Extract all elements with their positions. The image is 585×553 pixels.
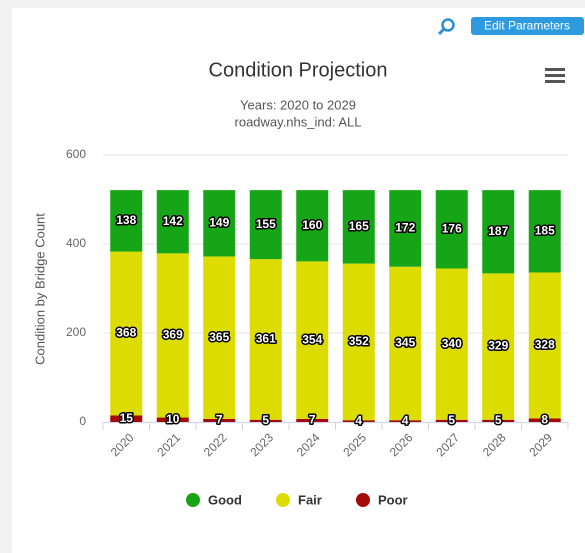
subtitle: Years: 2020 to 2029 <box>240 97 356 112</box>
data-label: 5 <box>262 413 269 427</box>
edit-button-label[interactable]: Edit Parameters <box>484 19 570 33</box>
bar-segment <box>249 190 282 260</box>
data-label: 340 <box>442 336 462 350</box>
data-label: 176 <box>442 221 462 235</box>
data-label: 369 <box>163 328 183 342</box>
data-label: 361 <box>256 332 276 346</box>
bar-segment <box>296 418 329 422</box>
bar-segment <box>389 420 422 422</box>
subtitle: roadway.nhs_ind: ALL <box>235 114 362 129</box>
bar-segment <box>435 268 468 420</box>
data-label: 172 <box>395 221 415 235</box>
bar-segment <box>110 190 143 252</box>
y-tick-label: 0 <box>79 414 86 428</box>
data-label: 138 <box>116 213 136 227</box>
data-label: 149 <box>209 215 229 229</box>
data-label: 345 <box>395 336 415 350</box>
data-label: 15 <box>120 411 134 425</box>
legend-label: Good <box>208 492 242 507</box>
y-tick-label: 200 <box>66 325 86 339</box>
bar-segment <box>342 420 375 422</box>
data-label: 365 <box>209 330 229 344</box>
legend-item[interactable]: Fair <box>276 492 322 507</box>
bar-segment <box>435 419 468 422</box>
data-label: 160 <box>302 218 322 232</box>
y-tick-label: 600 <box>66 147 86 161</box>
data-label: 5 <box>448 413 455 427</box>
bar-segment <box>203 190 236 257</box>
chart-title: Condition Projection <box>209 59 388 81</box>
bar-segment <box>249 259 282 420</box>
bar-segment <box>435 190 468 269</box>
menu-icon[interactable] <box>545 68 565 83</box>
legend-label: Fair <box>298 492 322 507</box>
bar-segment <box>528 418 561 422</box>
bar-segment <box>296 261 329 419</box>
bar-segment <box>156 253 189 418</box>
data-label: 368 <box>116 326 136 340</box>
legend-swatch <box>186 493 200 507</box>
y-axis-title: Condition by Bridge Count <box>32 213 47 365</box>
data-label: 187 <box>488 224 508 238</box>
data-label: 352 <box>349 334 369 348</box>
data-label: 185 <box>535 223 555 237</box>
edit-button[interactable] <box>471 17 584 35</box>
data-label: 5 <box>495 413 502 427</box>
bar-segment <box>482 273 515 420</box>
data-label: 142 <box>163 214 183 228</box>
bar-segment <box>482 419 515 422</box>
data-label: 8 <box>541 412 548 426</box>
bar-segment <box>110 251 143 416</box>
data-label: 165 <box>349 219 369 233</box>
data-label: 10 <box>166 412 180 426</box>
zoom-icon[interactable] <box>437 18 455 36</box>
y-tick-label: 400 <box>66 236 86 250</box>
bar-segment <box>296 190 329 262</box>
legend-item[interactable]: Poor <box>356 492 408 507</box>
bar-segment <box>156 417 189 422</box>
bar-segment <box>203 256 236 419</box>
data-label: 4 <box>355 413 362 427</box>
data-label: 7 <box>216 413 223 427</box>
bar-segment <box>342 190 375 264</box>
bar-segment <box>342 263 375 421</box>
bar-segment <box>110 415 143 422</box>
bar-segment <box>389 190 422 267</box>
data-label: 354 <box>302 332 322 346</box>
bar-segment <box>528 190 561 273</box>
bar-segment <box>482 190 515 274</box>
bar-segment <box>249 419 282 422</box>
data-label: 4 <box>402 413 409 427</box>
legend-label: Poor <box>378 492 408 507</box>
legend-swatch <box>276 493 290 507</box>
bar-segment <box>528 272 561 419</box>
data-label: 328 <box>535 338 555 352</box>
bar-segment <box>203 418 236 422</box>
bar-segment <box>156 190 189 254</box>
data-label: 329 <box>488 339 508 353</box>
data-label: 155 <box>256 217 276 231</box>
legend-item[interactable]: Good <box>186 492 242 507</box>
legend-swatch <box>356 493 370 507</box>
bar-segment <box>389 266 422 421</box>
data-label: 7 <box>309 413 316 427</box>
